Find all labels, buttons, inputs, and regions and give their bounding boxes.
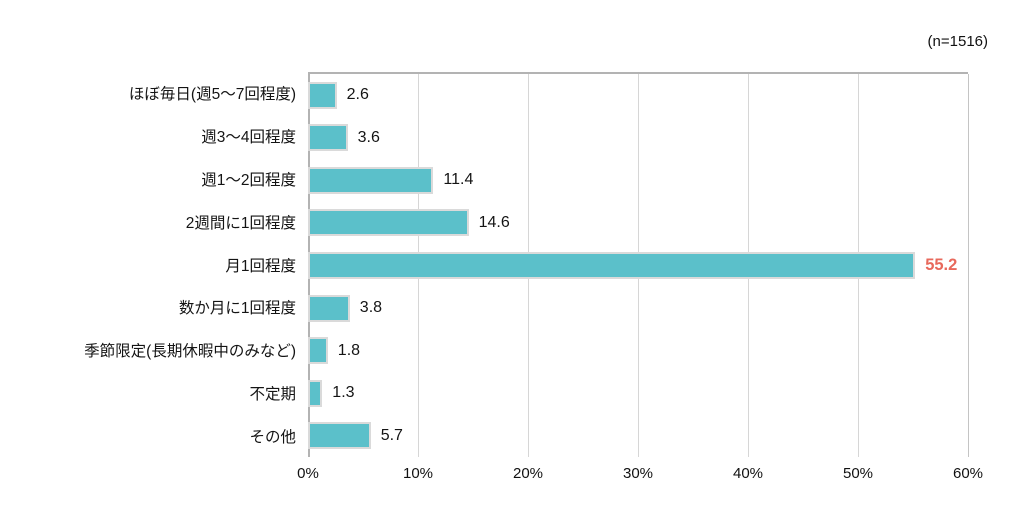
bar-row: 14.6 xyxy=(308,202,968,245)
bar-value-highlighted: 55.2 xyxy=(925,256,958,275)
category-label: 週1〜2回程度 xyxy=(201,171,296,189)
bar-rows: 2.6 3.6 11.4 14.6 55.2 3.8 1.8 1.3 5.7 xyxy=(308,74,968,457)
bar-value: 11.4 xyxy=(443,171,474,189)
bar-row: 11.4 xyxy=(308,159,968,202)
bar-row: 5.7 xyxy=(308,415,968,458)
category-label: 週3〜4回程度 xyxy=(201,129,296,147)
value-axis-labels: 0% 10% 20% 30% 40% 50% 60% xyxy=(297,465,983,489)
bar xyxy=(308,379,323,407)
plot-area: 2.6 3.6 11.4 14.6 55.2 3.8 1.8 1.3 5.7 xyxy=(308,72,969,457)
bar-value: 1.8 xyxy=(337,341,361,359)
x-tick-label: 10% xyxy=(402,465,434,482)
bar-value: 1.3 xyxy=(332,384,355,402)
bar-row: 3.6 xyxy=(308,117,968,160)
bar-row: 1.8 xyxy=(308,329,968,372)
bar-row: 55.2 xyxy=(308,244,968,287)
bar-row: 2.6 xyxy=(308,74,968,117)
bar-value: 3.8 xyxy=(359,299,383,317)
bar xyxy=(308,337,328,365)
x-tick-label: 60% xyxy=(952,465,984,482)
category-label: 数か月に1回程度 xyxy=(178,300,296,318)
bar xyxy=(308,81,337,109)
sample-size-label: (n=1516) xyxy=(927,33,988,50)
x-tick-label: 30% xyxy=(622,465,654,482)
bar xyxy=(308,294,350,322)
bar-value: 5.7 xyxy=(380,426,403,444)
bar xyxy=(308,124,348,152)
category-label: その他 xyxy=(249,428,296,446)
category-label: ほぼ毎日(週5〜7回程度) xyxy=(128,86,296,104)
bar xyxy=(308,252,916,280)
x-tick-label: 0% xyxy=(297,465,319,482)
bar xyxy=(308,209,469,237)
bar-row: 3.8 xyxy=(308,287,968,330)
bar-row: 1.3 xyxy=(308,372,968,415)
x-tick-label: 50% xyxy=(842,465,874,482)
category-label: 季節限定(長期休暇中のみなど) xyxy=(84,343,296,361)
x-tick-label: 20% xyxy=(512,465,544,482)
bar xyxy=(308,166,434,194)
bar xyxy=(308,422,371,450)
x-tick-label: 40% xyxy=(732,465,764,482)
gridline xyxy=(968,74,969,457)
category-axis-labels: ほぼ毎日(週5〜7回程度) 週3〜4回程度 週1〜2回程度 2週間に1回程度月1回程度… xyxy=(0,72,296,457)
category-label: 月1回程度 xyxy=(225,257,296,275)
bar-value: 2.6 xyxy=(346,86,369,104)
bar-value: 14.6 xyxy=(478,213,510,231)
bar-value: 3.6 xyxy=(357,128,380,146)
category-label: 不定期 xyxy=(249,385,296,403)
category-label: 2週間に1回程度 xyxy=(185,214,296,232)
